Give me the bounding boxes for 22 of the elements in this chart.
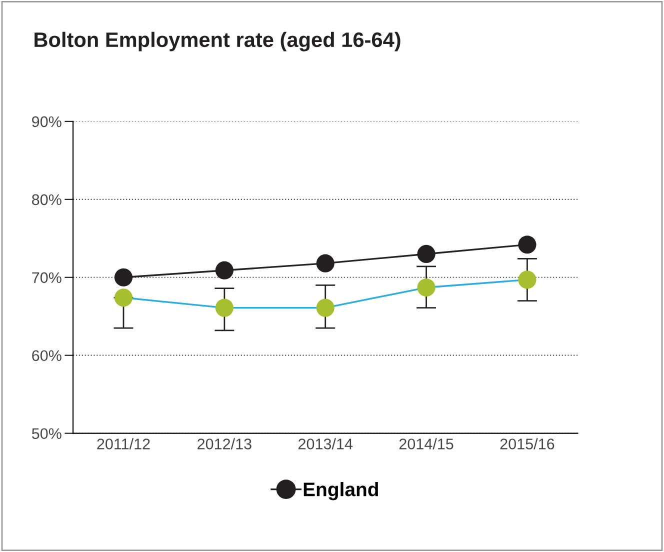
y-tick-label: 80%	[32, 194, 62, 206]
point	[518, 270, 536, 289]
point	[114, 288, 133, 307]
point	[215, 298, 234, 317]
x-tick-label: 2014/15	[399, 438, 454, 450]
point	[215, 261, 234, 280]
point	[417, 244, 436, 264]
legend-label: England	[304, 482, 378, 500]
y-tick-label: 90%	[32, 116, 62, 128]
x-tick-label: 2015/16	[500, 438, 554, 450]
x-tick-label: 2013/14	[298, 438, 353, 450]
point	[114, 268, 133, 286]
point	[518, 236, 536, 254]
point	[417, 278, 436, 297]
point	[316, 254, 334, 272]
x-tick-label: 2012/13	[198, 438, 252, 450]
point	[316, 298, 334, 317]
y-tick-label: 70%	[32, 272, 62, 284]
y-tick-label: 60%	[32, 350, 62, 362]
x-tick-label: 2011/12	[97, 438, 150, 450]
y-tick-label: 50%	[32, 428, 62, 440]
chart-title: Bolton Employment rate (aged 16-64)	[34, 32, 400, 52]
